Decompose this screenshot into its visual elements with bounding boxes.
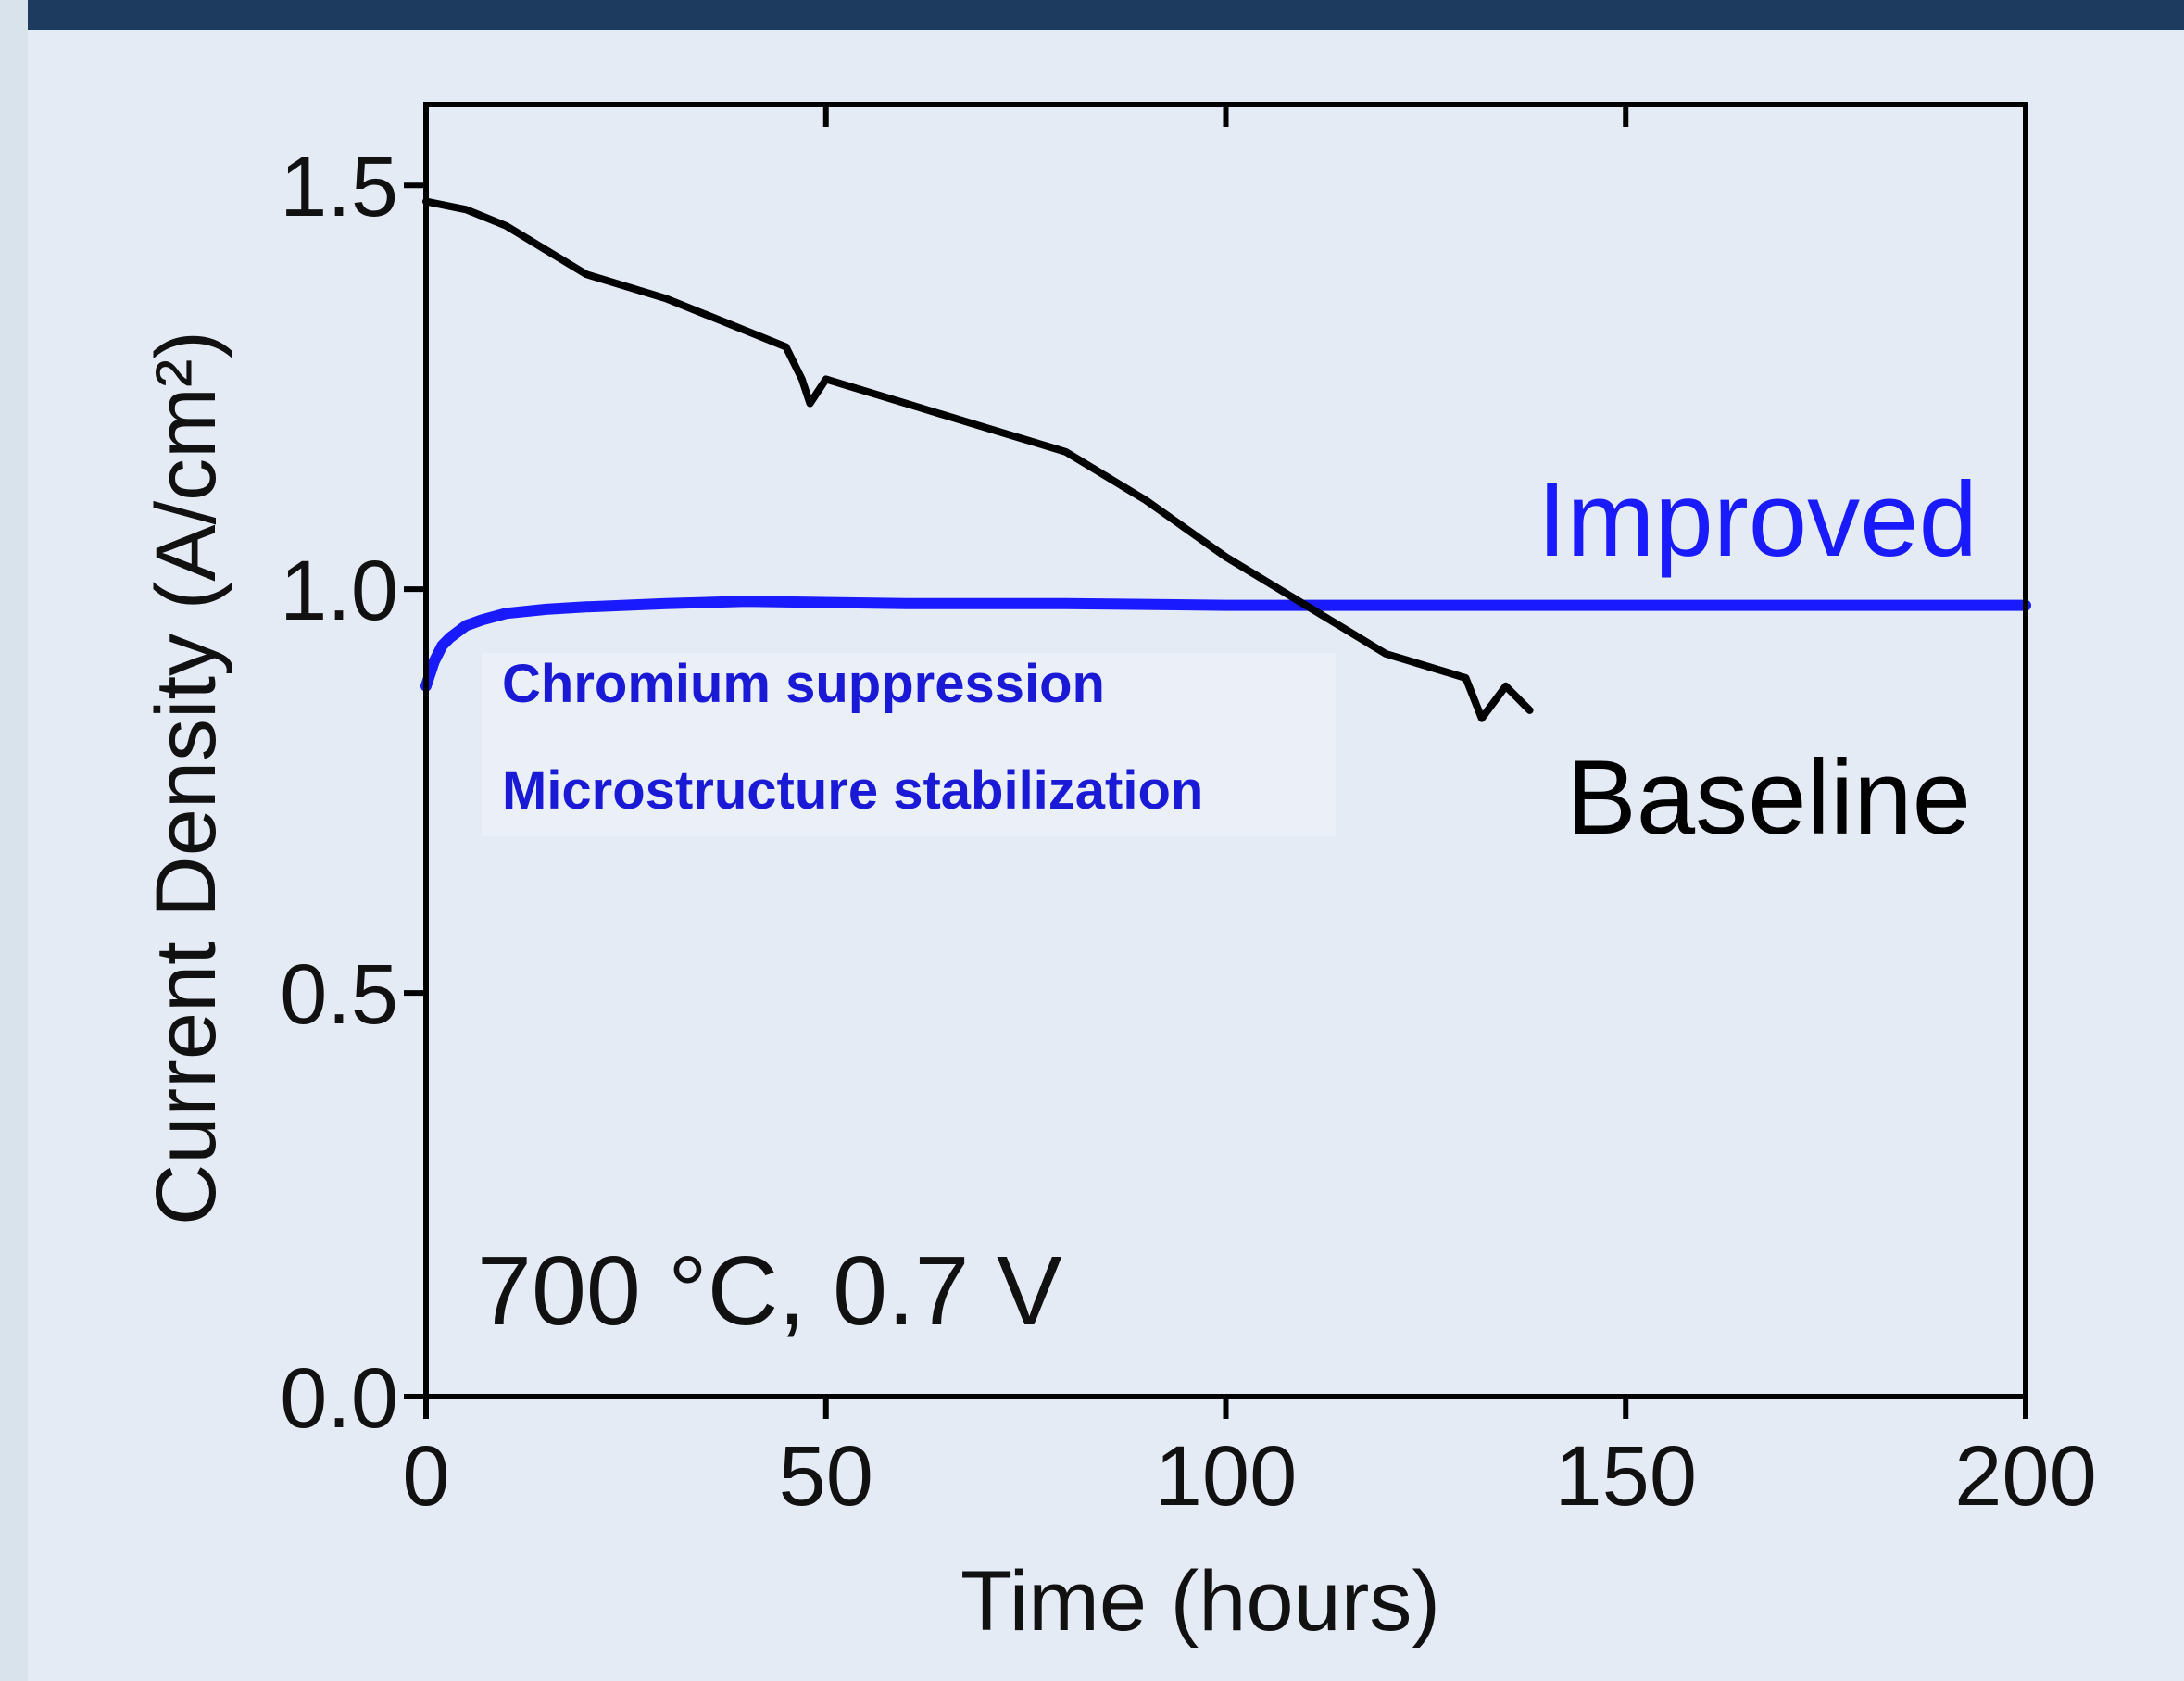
y-tick-label: 1.5 [280,140,398,234]
series-line [420,596,2031,692]
x-tick-label: 0 [402,1429,449,1524]
annotation: 700 °C, 0.7 V [477,1236,1062,1346]
series-line [422,197,1534,722]
annotation: Chromium suppression [502,654,1105,714]
header-bar [28,0,2184,30]
x-tick-label: 100 [1155,1429,1298,1524]
series-label: Baseline [1566,739,1971,857]
x-axis-label: Time (hours) [960,1554,1440,1649]
x-tick-label: 150 [1555,1429,1698,1524]
x-tick-label: 50 [779,1429,873,1524]
y-tick-label: 0.0 [280,1351,398,1446]
y-tick-label: 0.5 [280,947,398,1042]
side-strip [0,0,28,1681]
annotation-box [482,653,1336,836]
annotation: Microstructure stabilization [502,760,1203,821]
y-axis-label: Current Density (A/cm²) [139,331,233,1225]
series-label: Improved [1538,461,1977,579]
x-tick-label: 200 [1954,1429,2097,1524]
y-tick-label: 1.0 [280,544,398,638]
